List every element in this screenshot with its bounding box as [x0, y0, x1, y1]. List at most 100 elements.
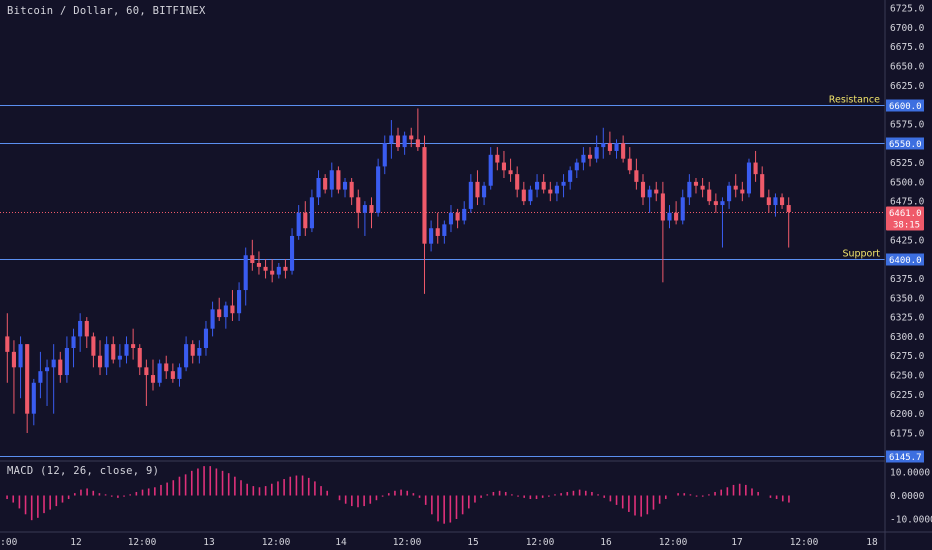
price-axis-label: 6500.0	[890, 177, 925, 188]
candle-body	[753, 162, 758, 175]
time-axis-label: 12:00	[659, 537, 688, 548]
candle-body	[237, 290, 242, 314]
price-axis-label: 6625.0	[890, 81, 925, 92]
macd-histogram	[6, 466, 790, 524]
price-axis-label: 6650.0	[890, 61, 925, 72]
candle-body	[773, 197, 778, 206]
candle-body	[448, 212, 454, 225]
candle-body	[190, 344, 195, 356]
macd-axis-label: -10.0000	[890, 515, 932, 526]
candle-body	[289, 235, 295, 271]
candle-body	[230, 305, 235, 314]
candle-body	[601, 143, 606, 148]
candle-body	[58, 359, 63, 376]
candle-body	[283, 266, 288, 271]
candlestick-series	[5, 108, 791, 433]
candle-body	[336, 170, 341, 190]
time-axis-label: 12:00	[790, 537, 819, 548]
candle-body	[376, 166, 381, 213]
level-tag-bottom: 6145.7	[889, 453, 922, 463]
candle-body	[150, 375, 156, 383]
candle-body	[243, 255, 248, 291]
candle-body	[97, 355, 103, 368]
candle-body	[521, 189, 526, 202]
price-axis-label: 6325.0	[890, 313, 925, 324]
candle-body	[78, 320, 83, 337]
price-axis-label: 6300.0	[890, 332, 925, 343]
candle-body	[210, 309, 215, 329]
candle-body	[627, 158, 632, 171]
candle-body	[535, 181, 540, 190]
candle-body	[64, 348, 69, 376]
candle-body	[124, 344, 129, 356]
candle-body	[700, 185, 705, 190]
candle-body	[541, 181, 546, 190]
time-axis-label: 12:00	[393, 537, 422, 548]
candle-body	[144, 367, 149, 376]
time-axis-label: 15	[467, 537, 478, 548]
candle-body	[455, 212, 460, 221]
candle-body	[667, 212, 672, 221]
candle-body	[11, 351, 16, 368]
candle-body	[71, 336, 76, 348]
candle-body	[250, 255, 255, 263]
candle-body	[581, 154, 586, 163]
level-tag-mid: 6550.0	[889, 140, 922, 150]
candle-body	[614, 143, 619, 151]
price-axis-label: 6250.0	[890, 371, 925, 382]
candle-body	[720, 201, 725, 206]
level-tag-support: 6400.0	[889, 256, 922, 266]
current-price-tag: 6461.0	[889, 209, 922, 219]
price-axis[interactable]: 6725.0 6700.0 6675.0 6650.0 6625.0 6575.0 6525…	[890, 4, 925, 440]
candle-body	[733, 185, 738, 190]
candle-body	[554, 185, 559, 194]
candle-body	[223, 305, 228, 318]
candle-body	[422, 147, 427, 244]
candle-body	[462, 208, 467, 221]
candle-body	[587, 154, 593, 159]
candle-body	[429, 228, 434, 244]
candle-body	[660, 193, 665, 221]
candle-body	[329, 170, 334, 190]
candle-body	[528, 189, 533, 202]
candle-body	[323, 178, 328, 190]
candle-body	[415, 139, 420, 148]
candle-body	[382, 143, 387, 167]
level-tag-bg-resistance	[886, 99, 924, 112]
candle-body	[621, 143, 626, 159]
macd-axis-label: 10.0000	[890, 468, 930, 479]
time-axis-label: 14	[335, 537, 347, 548]
price-axis-label: 6475.0	[890, 197, 925, 208]
candle-body	[104, 344, 109, 368]
candle-body	[674, 212, 679, 221]
candle-body	[296, 212, 301, 236]
candle-body	[303, 212, 308, 229]
price-axis-label: 6350.0	[890, 293, 925, 304]
time-axis-label: 12	[70, 537, 81, 548]
time-axis-label: 12:00	[526, 537, 555, 548]
candle-body	[548, 189, 553, 194]
candle-body	[309, 197, 314, 229]
candle-body	[25, 344, 30, 414]
price-axis-label: 6375.0	[890, 274, 925, 285]
candle-body	[369, 205, 374, 213]
time-axis-label: 18	[866, 537, 878, 548]
bar-countdown: 38:15	[893, 221, 920, 231]
candle-body	[217, 309, 222, 318]
horizontal-levels: Resistance Support	[0, 95, 885, 457]
candle-body	[184, 344, 189, 368]
candle-body	[574, 162, 579, 171]
candle-body	[707, 189, 712, 202]
candle-body	[5, 336, 10, 352]
level-label-resistance: Resistance	[829, 95, 880, 106]
symbol-title: Bitcoin / Dollar, 60, BITFINEX	[7, 5, 206, 17]
macd-axis: 10.0000 0.0000 -10.0000	[890, 468, 932, 526]
price-axis-label: 6175.0	[890, 429, 925, 440]
candle-body	[137, 348, 142, 368]
candle-body	[594, 147, 599, 159]
candle-body	[356, 197, 361, 213]
price-axis-label: 6675.0	[890, 42, 925, 53]
time-axis[interactable]: 12:00 12 12:00 13 12:00 14 12:00 15 12:00 16 12:00…	[0, 537, 878, 548]
candle-body	[157, 363, 162, 383]
